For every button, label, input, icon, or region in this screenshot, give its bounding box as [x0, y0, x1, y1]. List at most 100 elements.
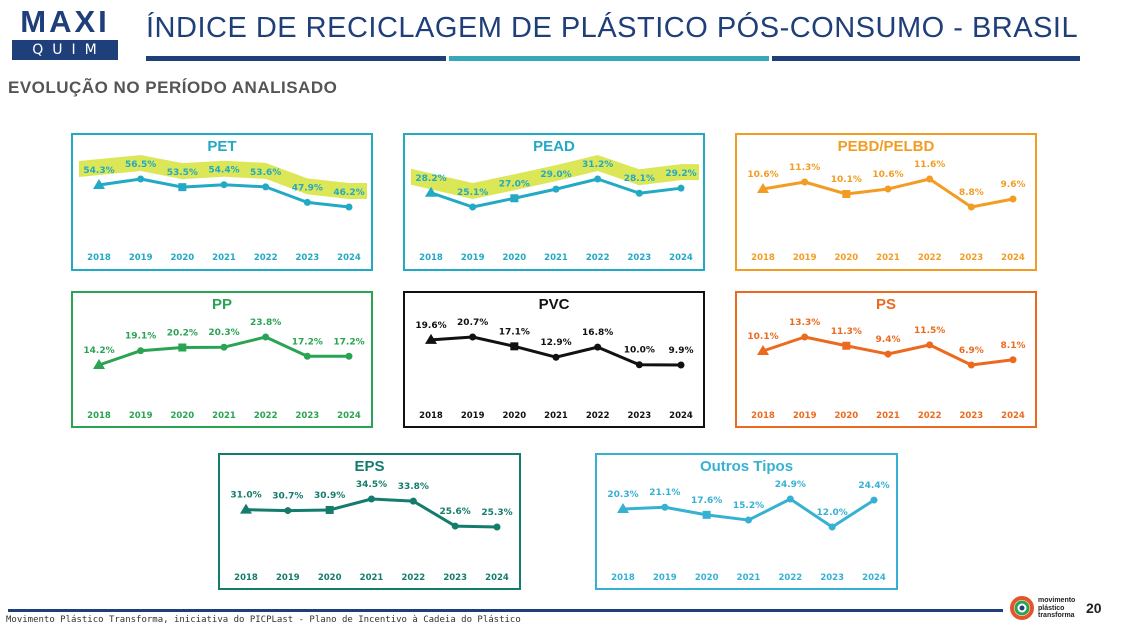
x-tick-label: 2020 [695, 573, 719, 583]
data-point-marker [745, 516, 752, 524]
data-label: 17.6% [691, 496, 722, 506]
title-underline-3 [772, 56, 1080, 61]
x-tick-label: 2019 [793, 253, 817, 263]
footer-text: Movimento Plástico Transforma, iniciativ… [6, 615, 521, 625]
data-point-marker [493, 523, 501, 531]
data-label: 10.1% [747, 332, 778, 342]
chart-outros-tipos: 20.3% 2018 21.1% 2019 17.6% 2020 15.2% 2021 24.9… [607, 480, 889, 583]
x-tick-label: 2024 [1001, 411, 1025, 421]
data-point-marker [926, 175, 934, 183]
data-point-marker [884, 185, 892, 193]
data-point-marker [635, 189, 643, 197]
data-point-marker [594, 175, 602, 183]
x-tick-label: 2020 [834, 253, 858, 263]
data-label: 56.5% [125, 160, 156, 170]
page-title: ÍNDICE DE RECICLAGEM DE PLÁSTICO PÓS-CON… [146, 12, 1079, 44]
data-label: 29.2% [665, 169, 696, 179]
data-point-marker [303, 198, 311, 206]
data-point-marker [552, 353, 560, 361]
x-tick-label: 2021 [876, 253, 900, 263]
x-tick-label: 2023 [959, 411, 983, 421]
data-point-marker [425, 186, 437, 197]
chart-pead: 28.2% 2018 25.1% 2019 27.0% 2020 29.0% 2021 31.2… [411, 155, 699, 263]
data-label: 8.1% [1001, 341, 1026, 351]
page-subtitle: EVOLUÇÃO NO PERÍODO ANALISADO [8, 78, 338, 97]
data-point-marker [757, 345, 769, 355]
data-label: 20.3% [208, 328, 239, 338]
data-label: 25.3% [481, 508, 512, 518]
chart-panel-pet: PET 54.3% 2018 56.5% 2019 53.5% 2020 54.4% 2021… [71, 133, 373, 271]
data-label: 21.1% [649, 488, 680, 498]
data-point-marker [552, 185, 560, 193]
data-label: 28.1% [624, 174, 655, 184]
data-label: 17.2% [333, 337, 364, 347]
chart-title: PS [875, 296, 896, 313]
data-label: 54.4% [208, 166, 239, 176]
data-label: 11.3% [789, 163, 820, 173]
data-point-marker [677, 361, 685, 369]
x-tick-label: 2022 [254, 411, 278, 421]
data-label: 27.0% [499, 179, 530, 189]
x-tick-label: 2024 [1001, 253, 1025, 263]
x-tick-label: 2018 [419, 253, 443, 263]
x-tick-label: 2023 [820, 573, 844, 583]
data-label: 24.9% [775, 480, 806, 490]
data-label: 10.6% [747, 170, 778, 180]
data-label: 9.4% [876, 335, 901, 345]
data-point-marker [425, 333, 437, 344]
x-tick-label: 2019 [129, 253, 153, 263]
data-label: 10.1% [831, 175, 862, 185]
data-label: 25.1% [457, 188, 488, 198]
data-point-marker [801, 333, 809, 341]
data-label: 20.7% [457, 318, 488, 328]
data-point-marker [870, 496, 878, 504]
logo-word-2: plástico [1038, 604, 1065, 612]
data-point-marker [677, 184, 685, 192]
title-underline-2 [449, 56, 769, 61]
x-tick-label: 2020 [502, 253, 526, 263]
data-label: 54.3% [83, 166, 114, 176]
x-tick-label: 2018 [234, 573, 258, 583]
chart-pvc: 19.6% 2018 20.7% 2019 17.1% 2020 12.9% 2021 16.8… [415, 318, 693, 421]
data-label: 29.0% [540, 170, 571, 180]
x-tick-label: 2019 [461, 411, 485, 421]
chart-title: PP [211, 296, 232, 313]
data-point-marker [220, 343, 228, 351]
data-label: 19.6% [415, 321, 446, 331]
data-point-marker [594, 343, 602, 351]
data-point-marker [137, 175, 145, 183]
data-label: 11.3% [831, 327, 862, 337]
x-tick-label: 2023 [627, 253, 651, 263]
x-tick-label: 2024 [337, 411, 361, 421]
x-tick-label: 2021 [212, 411, 236, 421]
x-tick-label: 2020 [834, 411, 858, 421]
data-label: 9.6% [1001, 180, 1026, 190]
chart-panel-outros-tipos: Outros Tipos 20.3% 2018 21.1% 2019 17.6% 2020… [595, 453, 898, 590]
data-label: 30.7% [272, 492, 303, 502]
data-label: 28.2% [415, 174, 446, 184]
data-point-marker [469, 203, 477, 211]
x-tick-label: 2020 [170, 253, 194, 263]
data-label: 12.0% [817, 508, 848, 518]
x-tick-label: 2022 [586, 253, 610, 263]
data-label: 11.5% [914, 326, 945, 336]
chart-title: PET [207, 138, 237, 155]
data-label: 6.9% [959, 346, 984, 356]
x-tick-label: 2018 [751, 253, 775, 263]
x-tick-label: 2019 [793, 411, 817, 421]
data-label: 34.5% [356, 480, 387, 490]
data-point-marker [409, 497, 417, 505]
data-point-marker [828, 523, 836, 531]
data-label: 13.3% [789, 318, 820, 328]
chart-title: EPS [354, 458, 385, 475]
data-point-marker [786, 495, 794, 503]
logo-bottom-text: QUIM [12, 40, 118, 60]
x-tick-label: 2021 [544, 253, 568, 263]
data-point-marker [842, 341, 851, 350]
data-point-marker [884, 350, 892, 358]
x-tick-label: 2023 [627, 411, 651, 421]
data-point-marker [368, 495, 375, 503]
chart-panel-pvc: PVC 19.6% 2018 20.7% 2019 17.1% 2020 12.9% 2021… [403, 291, 705, 428]
data-point-marker [1009, 356, 1017, 364]
x-tick-label: 2019 [653, 573, 677, 583]
